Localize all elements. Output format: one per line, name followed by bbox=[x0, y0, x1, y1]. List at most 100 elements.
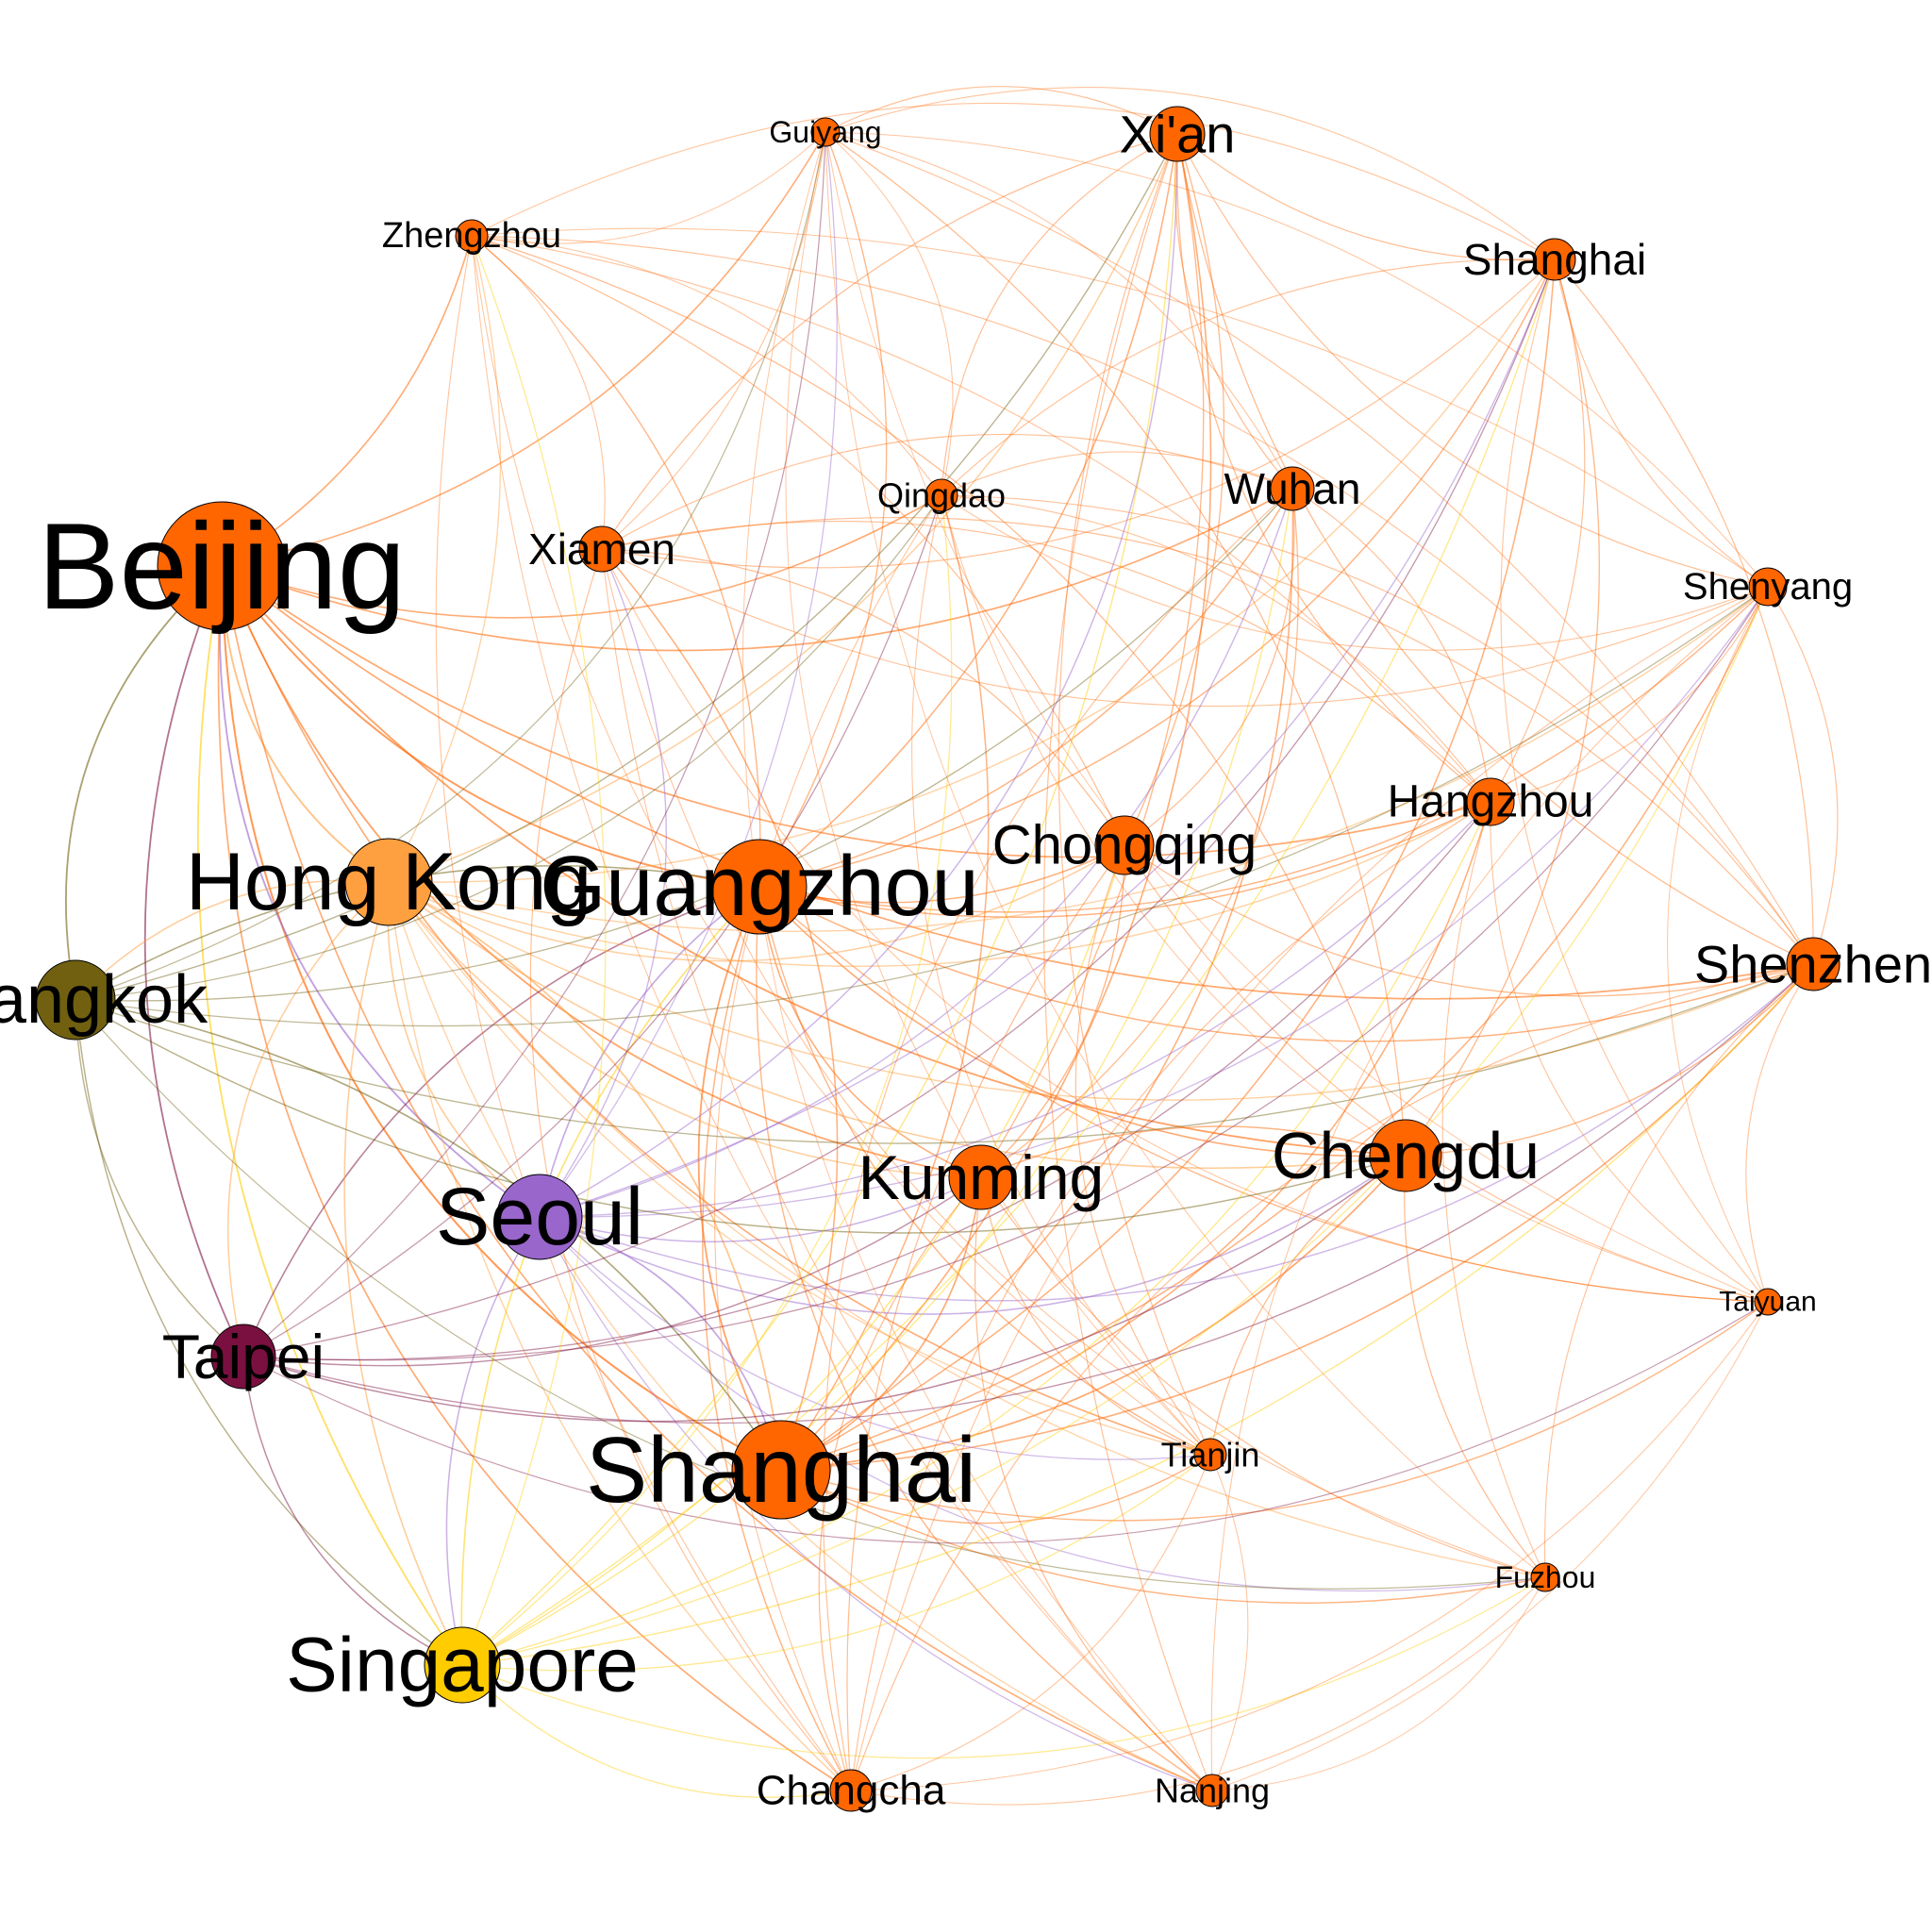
edge-hongkong-chengdu bbox=[388, 881, 1407, 1170]
edge-xiamen-nanjing bbox=[601, 548, 1213, 1791]
labels-layer: Beijing Guangzhou Shanghai Hong Kong Seoul Ba… bbox=[0, 105, 1932, 1814]
node-kunming[interactable] bbox=[948, 1144, 1014, 1210]
edge-beijing-wuhan bbox=[221, 488, 1293, 652]
edge-kunming-xian bbox=[980, 133, 1205, 1178]
edge-kunming-nanjing bbox=[974, 1176, 1213, 1791]
node-chengdu[interactable] bbox=[1369, 1119, 1442, 1192]
edge-shanghai-main-shanghai-2 bbox=[780, 258, 1556, 1471]
edge-chongqing-xian bbox=[1124, 133, 1225, 846]
edge-beijing-kunming bbox=[221, 565, 982, 1178]
node-label-beijing: Beijing bbox=[38, 497, 406, 635]
edge-xiamen-zhengzhou bbox=[471, 235, 606, 550]
edge-seoul-wuhan bbox=[539, 488, 1293, 1218]
edge-taipei-kunming bbox=[242, 1176, 982, 1367]
node-chongqing[interactable] bbox=[1094, 815, 1155, 875]
node-changcha[interactable] bbox=[829, 1769, 873, 1812]
edge-seoul-nanjing bbox=[539, 1216, 1213, 1791]
edge-guangzhou-xian bbox=[758, 133, 1178, 888]
edge-seoul-guiyang bbox=[539, 131, 838, 1218]
edge-hongkong-shenyang bbox=[388, 586, 1769, 932]
edge-shenzhen-shanghai-2 bbox=[1554, 258, 1814, 965]
edge-changcha-taiyuan bbox=[850, 1301, 1769, 1791]
edge-chongqing-tianjin bbox=[1074, 844, 1211, 1456]
node-xiamen[interactable] bbox=[578, 525, 625, 573]
node-taiyuan[interactable] bbox=[1754, 1288, 1782, 1316]
node-guangzhou[interactable] bbox=[711, 839, 808, 935]
edge-wuhan-xiamen bbox=[601, 433, 1293, 550]
edge-taipei-chengdu bbox=[242, 1155, 1407, 1423]
edge-singapore-xian bbox=[461, 133, 1178, 1666]
edge-chongqing-xiamen bbox=[601, 548, 1125, 846]
node-singapore[interactable] bbox=[424, 1626, 501, 1704]
edge-beijing-shenzhen bbox=[221, 565, 1814, 1000]
node-bangkok[interactable] bbox=[35, 959, 116, 1041]
node-shenzhen[interactable] bbox=[1786, 937, 1840, 991]
edge-taipei-taiyuan bbox=[242, 1301, 1769, 1544]
node-shanghai-2[interactable] bbox=[1533, 238, 1576, 281]
edge-xian-hangzhou bbox=[1175, 133, 1491, 803]
edge-shenyang-taiyuan bbox=[1667, 586, 1769, 1303]
node-beijing[interactable] bbox=[157, 501, 287, 631]
edge-hangzhou-changcha bbox=[850, 801, 1491, 1791]
node-guiyang[interactable] bbox=[810, 117, 841, 147]
edge-nanjing-fuzhou bbox=[1211, 1576, 1546, 1791]
edge-shenzhen-fuzhou bbox=[1543, 963, 1814, 1578]
node-label-taiyuan: Taiyuan bbox=[1719, 1287, 1816, 1318]
node-wuhan[interactable] bbox=[1270, 466, 1315, 511]
node-seoul[interactable] bbox=[496, 1174, 583, 1260]
node-tianjin[interactable] bbox=[1193, 1438, 1227, 1472]
edge-qingdao-changcha bbox=[713, 494, 942, 1791]
edge-hongkong-singapore bbox=[343, 881, 463, 1666]
edge-taipei-shenyang bbox=[242, 586, 1769, 1361]
node-label-shenzhen: Shenzhen bbox=[1694, 935, 1932, 994]
node-nanjing[interactable] bbox=[1195, 1774, 1229, 1807]
node-label-bangkok: Bangkok bbox=[0, 962, 208, 1038]
edge-xian-nanjing bbox=[1042, 133, 1213, 1791]
node-qingdao[interactable] bbox=[924, 478, 958, 512]
edge-singapore-wuhan bbox=[461, 488, 1293, 1666]
edge-chengdu-zhengzhou bbox=[471, 235, 1407, 1157]
node-shanghai-main[interactable] bbox=[731, 1420, 831, 1520]
node-xian[interactable] bbox=[1149, 106, 1206, 162]
edge-hongkong-shenzhen bbox=[388, 881, 1814, 1101]
edge-guangzhou-shenyang bbox=[758, 586, 1769, 913]
edge-shenzhen-guiyang bbox=[824, 131, 1814, 965]
edge-singapore-hangzhou bbox=[461, 801, 1491, 1666]
edge-singapore-shenzhen bbox=[461, 963, 1814, 1666]
edge-hongkong-changcha bbox=[388, 881, 852, 1791]
node-hongkong[interactable] bbox=[344, 838, 433, 926]
edge-shenzhen-shenyang bbox=[1767, 586, 1839, 965]
edge-xiamen-shanghai-2 bbox=[601, 258, 1556, 569]
edge-hongkong-zhengzhou bbox=[388, 235, 502, 883]
node-fuzhou[interactable] bbox=[1530, 1562, 1560, 1592]
node-label-guangzhou: Guangzhou bbox=[540, 840, 978, 934]
edge-taipei-shenzhen bbox=[242, 963, 1814, 1424]
edge-xiamen-taiyuan bbox=[601, 548, 1769, 1303]
node-zhengzhou[interactable] bbox=[455, 219, 489, 253]
edge-guangzhou-tianjin bbox=[758, 886, 1211, 1456]
edge-guangzhou-kunming bbox=[758, 886, 982, 1178]
node-label-tianjin: Tianjin bbox=[1161, 1436, 1260, 1474]
node-label-wuhan: Wuhan bbox=[1224, 464, 1361, 513]
edge-bangkok-guiyang bbox=[75, 131, 826, 1001]
edge-guangzhou-taipei bbox=[242, 886, 760, 1357]
edge-beijing-singapore bbox=[196, 565, 463, 1666]
edge-qingdao-guiyang bbox=[824, 131, 954, 496]
edge-shenzhen-zhengzhou bbox=[471, 235, 1814, 965]
edge-beijing-nanjing bbox=[221, 565, 1213, 1791]
edge-seoul-chengdu bbox=[539, 1155, 1407, 1315]
node-hangzhou[interactable] bbox=[1466, 777, 1515, 826]
edge-zhengzhou-changcha bbox=[435, 235, 852, 1791]
edge-bangkok-taipei bbox=[75, 999, 244, 1357]
node-shenyang[interactable] bbox=[1748, 567, 1788, 607]
edge-beijing-bangkok bbox=[65, 565, 223, 1001]
node-taipei[interactable] bbox=[210, 1324, 276, 1390]
edge-seoul-kunming bbox=[539, 1176, 982, 1242]
edge-taipei-hangzhou bbox=[242, 801, 1491, 1361]
edge-guangzhou-hangzhou bbox=[758, 801, 1491, 918]
edge-guangzhou-shanghai-2 bbox=[758, 258, 1556, 888]
edge-zhengzhou-nanjing bbox=[471, 235, 1213, 1791]
edge-kunming-fuzhou bbox=[980, 1176, 1546, 1578]
edge-nanjing-tianjin bbox=[1209, 1454, 1249, 1791]
